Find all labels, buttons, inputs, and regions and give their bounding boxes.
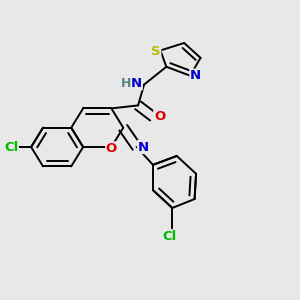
Text: H: H: [120, 76, 131, 90]
Text: N: N: [138, 140, 149, 154]
Text: O: O: [106, 142, 117, 155]
Text: Cl: Cl: [4, 140, 18, 154]
Text: N: N: [131, 76, 142, 90]
Text: S: S: [151, 45, 161, 58]
Text: Cl: Cl: [162, 230, 176, 243]
Text: N: N: [190, 69, 201, 82]
Text: O: O: [154, 110, 165, 123]
